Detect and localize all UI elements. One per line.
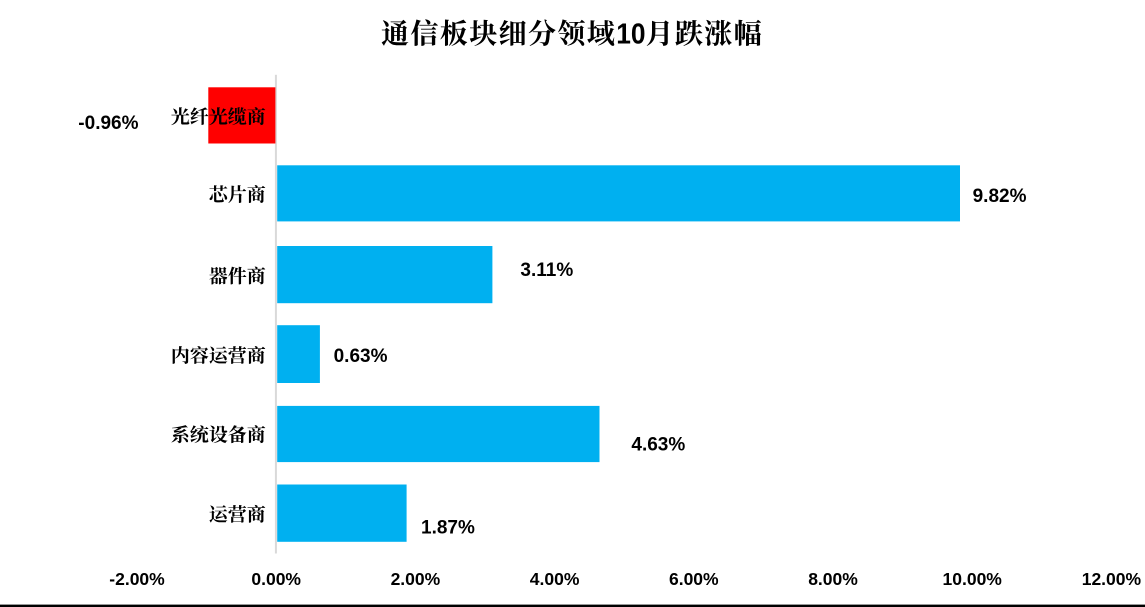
- svg-text:1.87%: 1.87%: [421, 518, 475, 539]
- svg-text:2.00%: 2.00%: [391, 569, 441, 589]
- svg-text:10.00%: 10.00%: [943, 569, 1003, 589]
- svg-text:0.63%: 0.63%: [334, 346, 388, 367]
- svg-text:4.63%: 4.63%: [631, 434, 685, 455]
- svg-text:4.00%: 4.00%: [530, 569, 580, 589]
- svg-text:8.00%: 8.00%: [808, 569, 858, 589]
- svg-text:-2.00%: -2.00%: [109, 569, 165, 589]
- svg-text:12.00%: 12.00%: [1082, 569, 1142, 589]
- svg-text:10: 10: [616, 18, 645, 50]
- svg-text:9.82%: 9.82%: [973, 186, 1027, 207]
- svg-text:-0.96%: -0.96%: [78, 113, 138, 134]
- svg-text:0.00%: 0.00%: [251, 569, 301, 589]
- svg-text:6.00%: 6.00%: [669, 569, 719, 589]
- svg-text:3.11%: 3.11%: [520, 260, 573, 281]
